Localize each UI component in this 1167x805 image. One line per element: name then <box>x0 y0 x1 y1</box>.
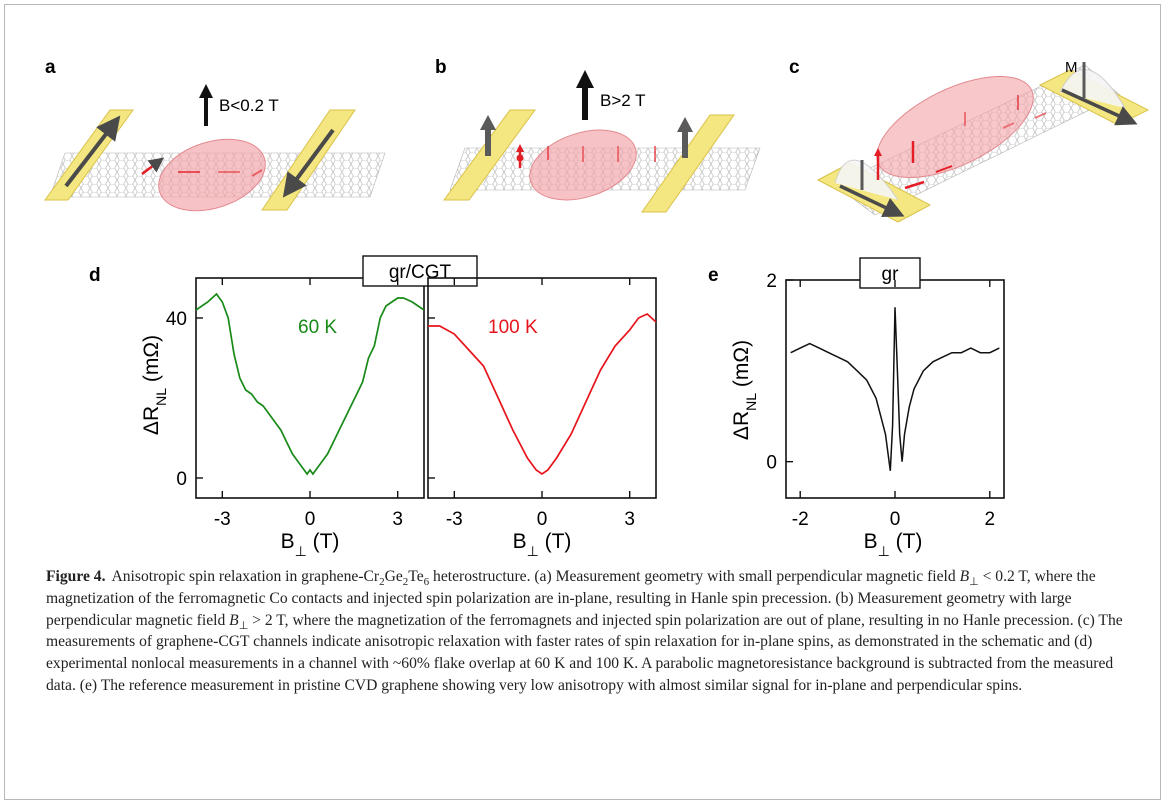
chart-d-right: 100 K -3 0 3 B⊥ (T) <box>427 277 657 559</box>
ytick-label-gr-1: 2 <box>766 271 777 292</box>
ytick-label-60k-1: 40 <box>166 309 187 330</box>
magnetization-label-c: M <box>1065 59 1078 76</box>
series-line-60k <box>195 292 425 476</box>
series-line-gr <box>790 307 1000 471</box>
panel-label-a: a <box>45 57 56 78</box>
xlabel-e: B⊥ (T) <box>864 530 923 559</box>
xlabel-d-right: B⊥ (T) <box>513 530 572 559</box>
xtick-label-gr-1: 0 <box>890 509 901 530</box>
field-label-a: B<0.2 T <box>219 96 279 115</box>
chart-title-box-d <box>362 255 478 287</box>
panel-label-d: d <box>89 265 101 286</box>
chart-title-e: gr <box>882 264 900 285</box>
field-label-b: B>2 T <box>600 91 646 110</box>
xtick-label-60k-0: -3 <box>214 509 231 530</box>
plot-frame-d-right <box>427 277 657 499</box>
flake-a <box>158 138 266 212</box>
panel-label-b: b <box>435 57 447 78</box>
caption-lead: Figure 4. <box>46 568 106 585</box>
xtick-label-60k-1: 0 <box>305 509 316 530</box>
annotation-60k: 60 K <box>298 317 337 338</box>
xtick-label-gr-2: 2 <box>984 509 995 530</box>
ylabel-d: ΔRNL (mΩ) <box>140 335 169 435</box>
ytick-label-gr-0: 0 <box>766 453 777 474</box>
figure-4: a b c d e B<0.2 T B>2 <box>44 57 1150 559</box>
figure-caption: Figure 4. Anisotropic spin relaxation in … <box>46 568 1123 694</box>
xtick-label-100k-0: -3 <box>446 509 463 530</box>
ylabel-e: ΔRNL (mΩ) <box>730 340 759 440</box>
panel-label-e: e <box>708 265 719 286</box>
series-line-100k <box>428 312 657 476</box>
chart-title-box-e <box>859 257 921 289</box>
xtick-label-gr-0: -2 <box>792 509 809 530</box>
xlabel-d-left: B⊥ (T) <box>281 530 340 559</box>
flake-b <box>529 129 637 201</box>
xtick-label-60k-2: 3 <box>392 509 403 530</box>
schematic-b: B>2 T <box>443 70 761 213</box>
plot-frame-d-left <box>195 277 425 499</box>
ytick-label-60k-0: 0 <box>176 469 187 490</box>
schematic-a: B<0.2 T <box>44 84 386 212</box>
xtick-label-100k-2: 3 <box>624 509 635 530</box>
schematic-c: M <box>816 59 1150 223</box>
chart-e: gr -2 0 2 0 2 ΔRNL (mΩ) B⊥ (T) <box>730 257 1005 559</box>
panel-label-c: c <box>789 57 800 78</box>
xtick-label-100k-1: 0 <box>537 509 548 530</box>
annotation-100k: 100 K <box>488 317 538 338</box>
